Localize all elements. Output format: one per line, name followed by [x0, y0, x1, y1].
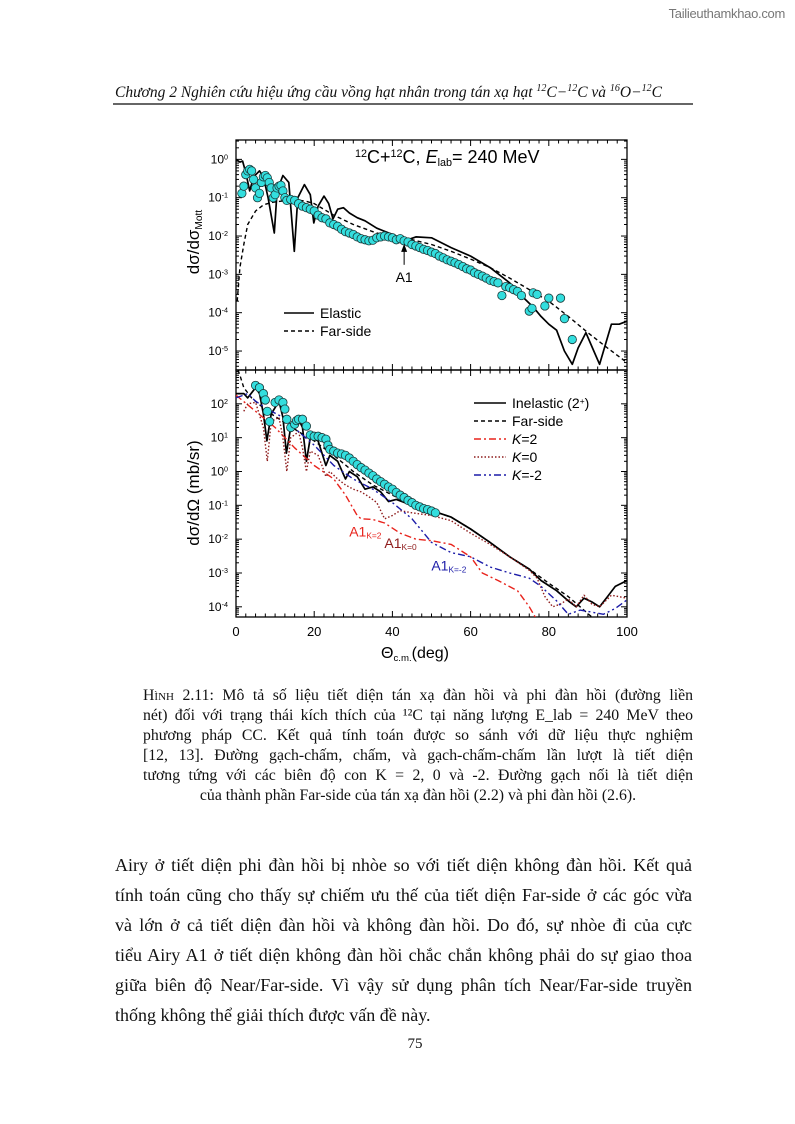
- legend-label: K=-2: [512, 467, 542, 483]
- chart-title: 12C+12C, Elab= 240 MeV: [355, 147, 540, 169]
- y-tick-label: 10-2: [208, 532, 228, 546]
- legend-label: Elastic: [320, 305, 361, 321]
- data-point: [248, 174, 259, 185]
- header-rule: [113, 103, 693, 105]
- data-point: [555, 293, 566, 303]
- header-text: C−: [546, 84, 568, 102]
- x-tick-label: 80: [542, 624, 556, 639]
- data-point: [282, 414, 292, 424]
- caption-text: Mô tả số liệu tiết diện tán xạ đàn hồi v…: [213, 687, 694, 704]
- annotation-k=2: A1K=2: [349, 523, 382, 540]
- y-tick-label: 10-3: [208, 267, 228, 281]
- data-point: [544, 293, 554, 303]
- legend-label: K=0: [512, 449, 538, 465]
- data-point: [262, 406, 272, 416]
- data-point: [247, 166, 257, 176]
- header-text: O−: [619, 84, 642, 102]
- body-line: và lớn ở cả tiết diện đàn hồi và không đ…: [115, 915, 692, 935]
- data-point: [430, 508, 441, 518]
- y-tick-label: 10-1: [208, 498, 228, 512]
- y-axis-label: dσ/dΩ (mb/sr): [184, 440, 203, 545]
- inelastic-panel: 102 101 100 10-1 10-2 10-3 10-4 dσ/dΩ (mb/sr) 0 2…: [184, 369, 638, 664]
- data-point: [493, 278, 503, 288]
- series-k-2: [236, 394, 537, 617]
- body-line: tính toán cũng cho thấy sự chiếm ưu thế …: [115, 885, 692, 905]
- data-point: [260, 395, 270, 405]
- legend-label: Inelastic (2+): [512, 395, 589, 411]
- series-k-2: [236, 392, 627, 615]
- header-text: C và: [577, 84, 610, 102]
- legend-label: Far-side: [512, 413, 564, 429]
- data-point: [559, 314, 570, 324]
- data-point: [265, 416, 275, 427]
- body-line: tiểu Airy A1 ở tiết diện không đàn hồi c…: [115, 945, 692, 965]
- data-point: [527, 303, 537, 313]
- header-text: Chương 2 Nghiên cứu hiệu ứng cầu vồng hạ…: [115, 84, 537, 102]
- watermark: Tailieuthamkhao.com: [668, 6, 786, 21]
- x-axis-label: Θc.m.(deg): [381, 645, 449, 664]
- arrow-head-icon: [401, 243, 408, 252]
- plot-area: [236, 158, 627, 366]
- data-point: [516, 290, 527, 301]
- caption-line: phương pháp CC. Kết quả tính toán được s…: [143, 727, 693, 744]
- annotation-k=-2: A1K=-2: [431, 557, 466, 574]
- y-tick-label: 10-1: [208, 191, 228, 205]
- x-tick-label: 40: [385, 624, 399, 639]
- y-tick-label: 10-4: [208, 600, 228, 614]
- y-tick-label: 10-4: [208, 306, 228, 320]
- x-tick-label: 0: [232, 624, 239, 639]
- series-far-side: [237, 370, 593, 617]
- data-point: [239, 181, 249, 191]
- y-axis-label: dσ/dσMott: [184, 210, 205, 275]
- body-paragraph: Airy ở tiết diện phi đàn hồi bị nhòe so …: [115, 850, 692, 1030]
- legend-label: Far-side: [320, 323, 372, 339]
- page-number: 75: [407, 1036, 423, 1052]
- annotation-a1: A1: [396, 269, 413, 285]
- caption-line: tương tứng với các biên độ con K = 2, 0 …: [143, 767, 693, 784]
- annotation-k=0: A1K=0: [384, 535, 417, 552]
- x-tick-label: 20: [307, 624, 321, 639]
- x-tick-label: 60: [463, 624, 477, 639]
- y-tick-label: 10-2: [208, 229, 228, 243]
- header-sup: 16: [609, 83, 620, 94]
- caption-line: nét) đối với trạng thái kích thích của ¹…: [143, 707, 693, 724]
- header-sup: 12: [536, 83, 547, 94]
- figure-caption: Hình 2.11: Mô tả số liệu tiết diện tán x…: [143, 686, 693, 806]
- data-point: [567, 334, 577, 345]
- body-line: giữa biên độ Near/Far-side. Vì vậy sử dụ…: [115, 975, 692, 995]
- y-tick-label: 101: [211, 431, 228, 445]
- series-inelastic-2-: [236, 386, 627, 608]
- data-point: [297, 414, 308, 424]
- series-elastic: [236, 158, 627, 366]
- y-tick-label: 10-5: [208, 344, 228, 358]
- caption-line: của thành phần Far-side của tán xạ đàn h…: [199, 787, 637, 804]
- y-tick-label: 102: [211, 397, 228, 411]
- caption-label: Hình 2.11:: [143, 687, 214, 704]
- legend-label: K=2: [512, 431, 538, 447]
- figure-2-11: 100 10-1 10-2 10-3 10-4 10-5 dσ/dσMott 12C+12C,…: [184, 139, 638, 664]
- header-sup: 12: [641, 83, 652, 94]
- body-line: thống không thể giải thích được vấn đề n…: [115, 1005, 431, 1025]
- caption-line: [12, 13]. Đường gạch-chấm, chấm, và gạch…: [143, 747, 693, 764]
- data-point: [301, 421, 311, 431]
- y-tick-label: 10-3: [208, 566, 228, 580]
- data-point: [280, 404, 290, 414]
- data-point: [254, 188, 265, 198]
- body-line: Airy ở tiết diện phi đàn hồi bị nhòe so …: [115, 855, 692, 875]
- caption-line: Hình 2.11: Mô tả số liệu tiết diện tán x…: [143, 686, 693, 706]
- y-tick-label: 100: [211, 464, 228, 478]
- y-tick-label: 100: [211, 152, 228, 166]
- plot-area: [236, 370, 627, 617]
- elastic-panel: 100 10-1 10-2 10-3 10-4 10-5 dσ/dσMott 12C+12C,…: [184, 139, 628, 371]
- series-k-0: [243, 401, 627, 608]
- data-point: [540, 301, 550, 311]
- running-header: Chương 2 Nghiên cứu hiệu ứng cầu vồng hạ…: [115, 83, 692, 102]
- header-text: C: [651, 84, 662, 102]
- x-tick-label: 100: [616, 624, 638, 639]
- header-sup: 12: [567, 83, 578, 94]
- data-point: [532, 289, 542, 300]
- data-point: [497, 290, 507, 301]
